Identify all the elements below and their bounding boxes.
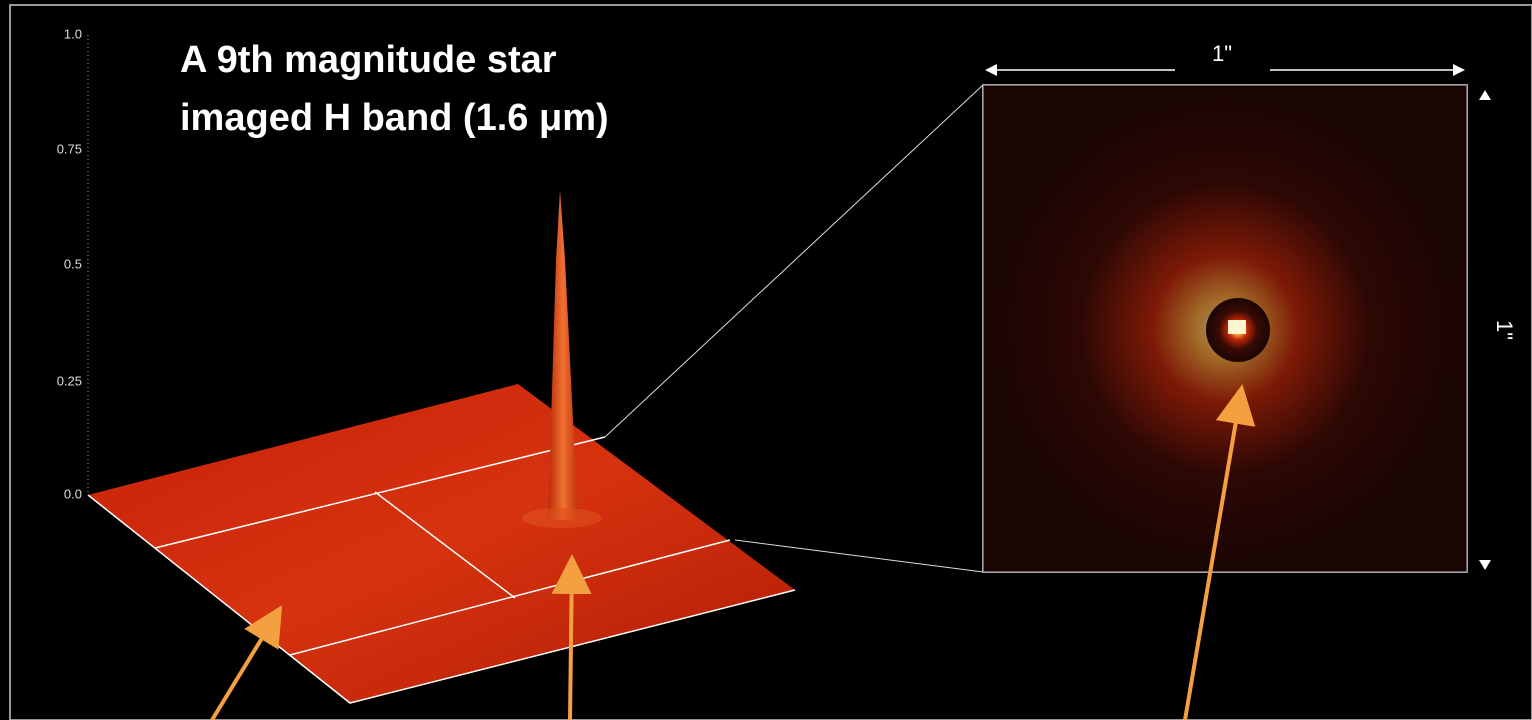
tick-label: 0.0 [64,486,82,501]
tick-label: 0.5 [64,256,82,271]
arrowhead [1479,90,1491,100]
width-label: 1" [1212,41,1232,66]
connector [735,540,983,572]
peak-base [522,508,602,528]
star-core [1228,320,1246,334]
tick-label: 0.25 [57,373,82,388]
title-line: imaged H band (1.6 μm) [180,97,609,139]
arrowhead [1479,560,1491,570]
peak [548,190,578,520]
title-line: A 9th magnitude star [180,39,557,81]
tick-label: 1.0 [64,26,82,41]
figure: 1.0 0.75 0.5 0.25 0.0 A 9th magnitude st… [0,0,1532,720]
arrowhead [985,64,997,76]
surface [88,384,795,703]
page: 1.0 0.75 0.5 0.25 0.0 A 9th magnitude st… [0,0,1532,720]
connector [605,85,983,437]
tick-label: 0.75 [57,141,82,156]
height-label: 1" [1492,320,1517,340]
arrowhead [1453,64,1465,76]
